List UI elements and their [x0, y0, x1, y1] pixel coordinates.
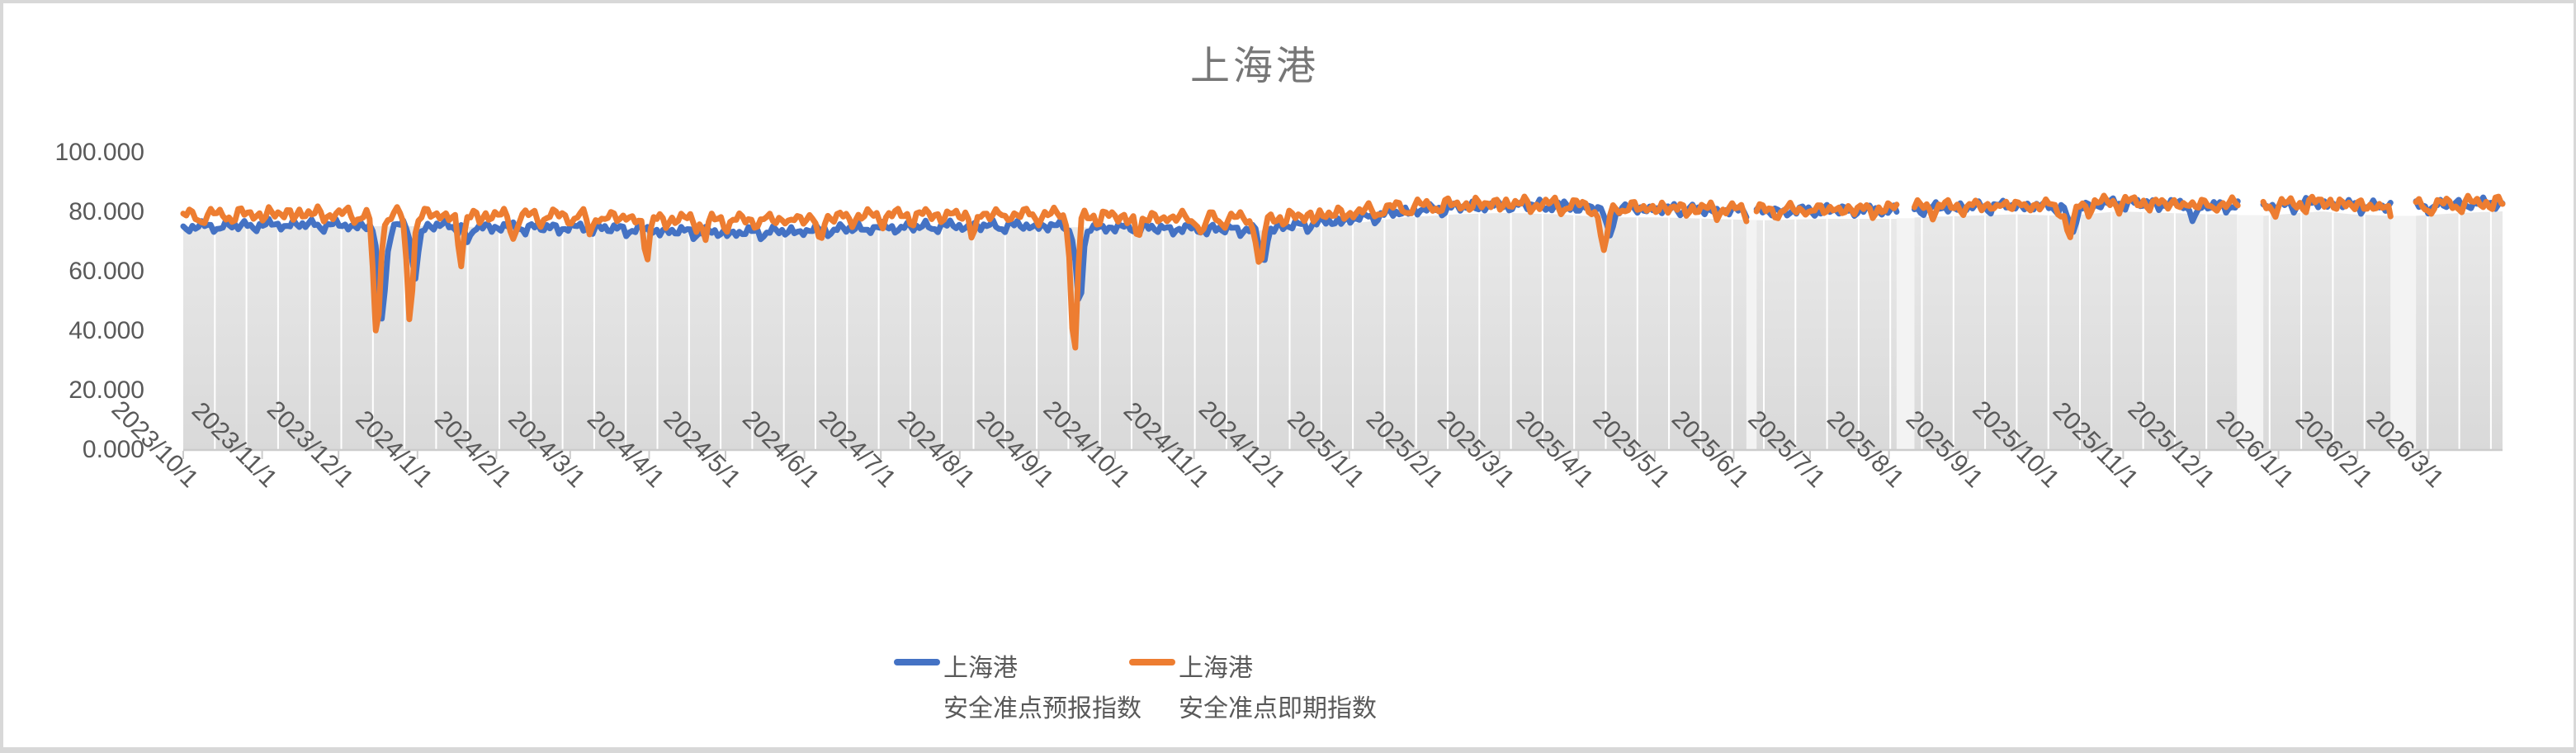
y-axis-labels: 100.000 80.000 60.000 40.000 20.000 0.000 [55, 139, 144, 463]
missing-data-band [1746, 220, 1757, 449]
legend-label-line2: 安全准点即期指数 [1179, 695, 1377, 722]
legend-item-spot: 上海港安全准点即期指数 [1129, 648, 1377, 729]
x-axis-ticks [182, 451, 2430, 459]
chart-title: 上海港 [1190, 45, 1319, 88]
legend-line-swatch-forecast [894, 659, 940, 665]
legend-label-line2: 安全准点预报指数 [943, 695, 1141, 722]
legend-label-line1: 上海港 [1179, 655, 1253, 682]
missing-data-band [2238, 215, 2263, 449]
screenshot-edge-bottom [0, 747, 2576, 753]
legend-label-line1: 上海港 [943, 655, 1018, 682]
missing-data-band [2390, 215, 2417, 449]
y-tick-label: 0.000 [83, 436, 144, 463]
screenshot-edge-right [2574, 0, 2576, 753]
y-tick-label: 40.000 [69, 317, 144, 344]
y-tick-label: 20.000 [69, 376, 144, 404]
y-tick-label: 100.000 [55, 139, 144, 166]
series-line-spot [180, 192, 2506, 351]
screenshot-edge-top [0, 0, 2576, 3]
missing-data-band [1896, 218, 1915, 449]
y-tick-label: 60.000 [69, 258, 144, 285]
legend-label-forecast: 上海港安全准点预报指数 [943, 648, 1141, 729]
missing-data-bands [1746, 215, 2417, 449]
area-separator-lines [214, 211, 2492, 449]
legend-label-spot: 上海港安全准点即期指数 [1179, 648, 1377, 729]
screenshot-edge-left [0, 0, 3, 753]
y-tick-label: 80.000 [69, 198, 144, 225]
legend-item-forecast: 上海港安全准点预报指数 [894, 648, 1141, 729]
legend-line-swatch-spot [1129, 659, 1175, 665]
